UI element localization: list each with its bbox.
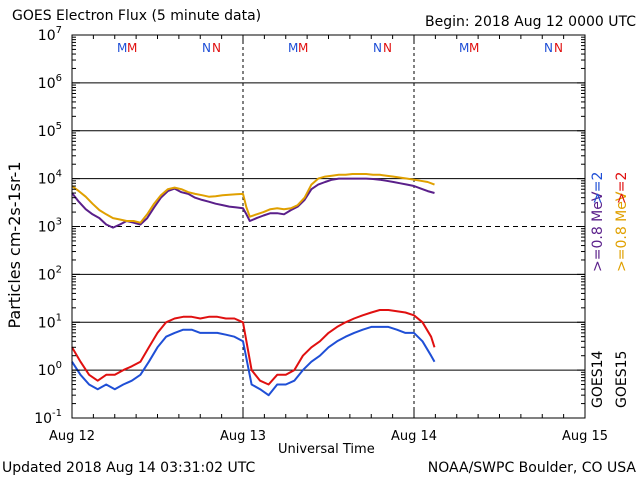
y-axis-title: Particles cm-2s-1sr-1 — [5, 161, 24, 328]
marker-label: M — [117, 41, 127, 55]
legend-entry: GOES14 — [590, 350, 606, 408]
updated-timestamp: Updated 2018 Aug 14 03:31:02 UTC — [2, 460, 256, 476]
legend-entry: >=0.8 MeV — [590, 191, 606, 272]
marker-label: M — [459, 41, 469, 55]
credit-line: NOAA/SWPC Boulder, CO USA — [427, 460, 636, 476]
y-tick-label: 10-1 — [34, 408, 62, 427]
marker-label: M — [469, 41, 479, 55]
legend-entry: >=2 — [590, 172, 606, 204]
series-line — [71, 177, 435, 229]
x-tick-label: Aug 13 — [220, 429, 266, 444]
x-tick-label: Aug 12 — [49, 429, 95, 444]
legend-entry: >=2 — [614, 172, 630, 204]
y-tick-label: 107 — [38, 25, 62, 44]
chart-series — [71, 173, 436, 397]
marker-label: N — [544, 41, 553, 55]
marker-label: M — [298, 41, 308, 55]
y-tick-label: 103 — [38, 217, 62, 236]
marker-label: N — [212, 41, 221, 55]
series-line — [71, 173, 435, 224]
chart-title: GOES Electron Flux (5 minute data) — [12, 8, 262, 24]
chart-grid — [72, 35, 585, 419]
y-tick-label: 101 — [38, 312, 62, 331]
marker-label: M — [127, 41, 137, 55]
marker-label: N — [373, 41, 382, 55]
series-line — [71, 309, 436, 386]
y-tick-label: 102 — [38, 264, 62, 283]
marker-label: N — [554, 41, 563, 55]
x-axis-title: Universal Time — [278, 442, 375, 457]
x-tick-label: Aug 14 — [391, 429, 437, 444]
x-tick-label: Aug 15 — [562, 429, 608, 444]
y-tick-label: 104 — [38, 169, 62, 188]
legend-entry: GOES15 — [614, 351, 630, 408]
y-tick-label: 100 — [38, 360, 62, 379]
y-tick-label: 106 — [38, 73, 62, 92]
series-line — [71, 325, 436, 397]
x-axis: Aug 12 Aug 13 Aug 14 Aug 15 — [49, 35, 608, 444]
y-tick-label: 105 — [38, 121, 62, 140]
marker-label: N — [202, 41, 211, 55]
marker-label: N — [383, 41, 392, 55]
legend-entry: >=0.8 MeV — [614, 191, 630, 272]
y-axis-label: Particles cm-2s-1sr-1 — [5, 161, 24, 328]
begin-time: Begin: 2018 Aug 12 0000 UTC — [425, 14, 636, 30]
marker-label: M — [288, 41, 298, 55]
